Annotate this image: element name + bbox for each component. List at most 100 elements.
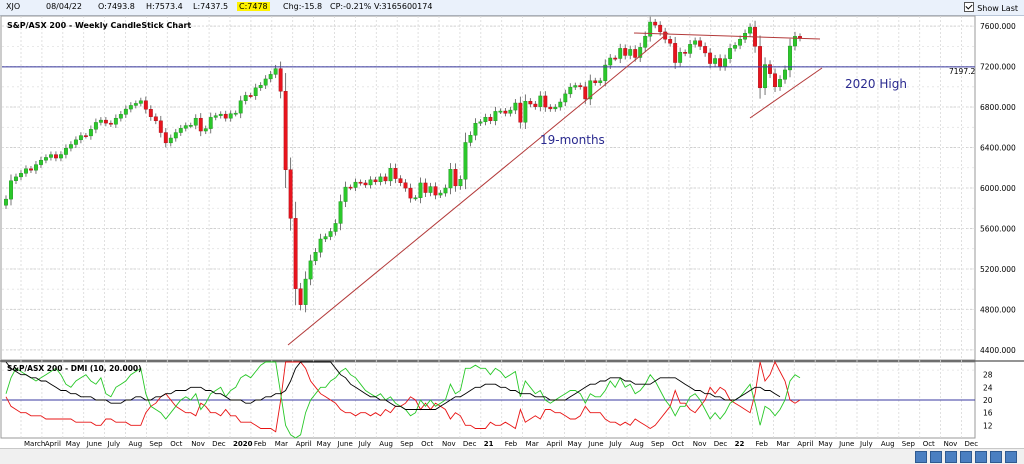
candle-up — [428, 186, 433, 193]
y-tick-label: 7200.000 — [980, 63, 1016, 72]
time-axis-label: July — [608, 440, 622, 448]
candle-up — [253, 87, 258, 96]
candle-up — [9, 180, 13, 200]
candle-down — [518, 102, 523, 123]
candle-up — [728, 48, 733, 59]
show-last-checkbox[interactable]: Show Last — [964, 2, 1018, 13]
time-axis-label: Oct — [421, 440, 433, 448]
candle-up — [24, 168, 28, 174]
time-axis-label: Oct — [672, 440, 684, 448]
candle-down — [198, 117, 203, 132]
candle-down — [658, 24, 663, 33]
scroll-first-icon[interactable] — [915, 451, 927, 463]
candle-up — [193, 117, 198, 126]
scroll-last-icon[interactable] — [990, 451, 1002, 463]
candle-up — [568, 86, 573, 95]
time-axis-label: Mar — [776, 440, 789, 448]
y-tick-label: 6400.000 — [980, 144, 1016, 153]
candle-down — [673, 43, 678, 63]
candle-up — [323, 236, 328, 240]
time-axis-label: April — [296, 440, 312, 448]
open-value: O:7493.8 — [98, 2, 135, 11]
zoom-out-icon[interactable] — [945, 451, 957, 463]
dmi-y-tick-label: 28 — [983, 371, 993, 380]
candle-down — [503, 110, 508, 114]
candle-down — [403, 182, 408, 189]
symbol-label: XJO — [6, 2, 21, 11]
zoom-in-icon[interactable] — [960, 451, 972, 463]
candle-up — [313, 252, 318, 262]
candle-down — [288, 169, 293, 219]
candle-up — [748, 26, 752, 34]
candle-up — [418, 182, 423, 198]
candle-up — [778, 79, 782, 88]
candle-down — [528, 100, 533, 105]
y-tick-label: 4800.000 — [980, 305, 1016, 314]
candle-down — [383, 176, 388, 182]
candle-up — [618, 48, 623, 59]
candle-down — [393, 168, 398, 179]
candle-up — [213, 115, 218, 118]
candle-up — [468, 135, 473, 143]
time-axis-label: Sep — [400, 440, 414, 448]
checkbox-checked-icon[interactable] — [964, 2, 975, 12]
time-axis-label: June — [337, 440, 353, 448]
candle-up — [93, 122, 98, 130]
candle-down — [488, 116, 493, 122]
show-last-label: Show Last — [977, 4, 1018, 13]
candle-down — [103, 119, 108, 124]
candle-down — [298, 288, 303, 305]
scroll-track[interactable] — [0, 451, 900, 461]
dmi-minus-di-line — [5, 360, 801, 433]
y-tick-label: 5200.000 — [980, 265, 1016, 274]
candle-up — [133, 103, 138, 106]
candle-up — [513, 102, 518, 111]
candle-up — [793, 36, 797, 47]
candle-down — [623, 48, 628, 56]
candle-up — [123, 108, 128, 115]
candle-up — [328, 231, 333, 237]
time-axis-label: Nov — [191, 440, 205, 448]
scroll-next-icon[interactable] — [975, 451, 987, 463]
time-axis-label: Oct — [923, 440, 935, 448]
bottom-scrollbar[interactable] — [0, 448, 1024, 464]
candle-up — [19, 173, 23, 178]
candle-down — [148, 109, 153, 117]
change-value: Chg:-15.8 — [283, 2, 323, 11]
candle-down — [278, 68, 283, 92]
candle-up — [678, 52, 683, 63]
candle-down — [768, 64, 772, 74]
dmi-y-tick-label: 16 — [983, 409, 993, 418]
time-axis-label: March — [24, 440, 45, 448]
candle-up — [68, 144, 73, 149]
dmi-y-tick-label: 24 — [983, 383, 993, 392]
candle-down — [223, 113, 228, 119]
chart-title: S&P/ASX 200 - Weekly CandleStick Chart — [7, 21, 191, 30]
time-axis-label: June — [86, 440, 102, 448]
time-axis-label: Dec — [212, 440, 226, 448]
candle-up — [608, 57, 613, 66]
time-axis-label: June — [587, 440, 603, 448]
time-axis-label: July — [357, 440, 371, 448]
time-axis-label: 22 — [735, 440, 745, 448]
settings-icon[interactable] — [1005, 451, 1017, 463]
scroll-prev-icon[interactable] — [930, 451, 942, 463]
candle-up — [378, 176, 383, 183]
candle-down — [29, 168, 33, 171]
time-axis-label: Aug — [630, 440, 644, 448]
candle-up — [243, 95, 248, 101]
candle-up — [73, 139, 78, 145]
candle-up — [598, 80, 603, 83]
candle-up — [4, 198, 8, 206]
time-axis-label: Aug — [129, 440, 143, 448]
time-axis-label: Feb — [505, 440, 518, 448]
candle-down — [583, 86, 588, 100]
candle-down — [293, 218, 298, 289]
candle-down — [453, 169, 458, 187]
y-tick-label: 6800.000 — [980, 103, 1016, 112]
candle-down — [54, 154, 58, 159]
candle-up — [483, 116, 488, 123]
time-axis-label: Mar — [275, 440, 288, 448]
candle-down — [773, 73, 777, 88]
candle-up — [643, 36, 648, 48]
